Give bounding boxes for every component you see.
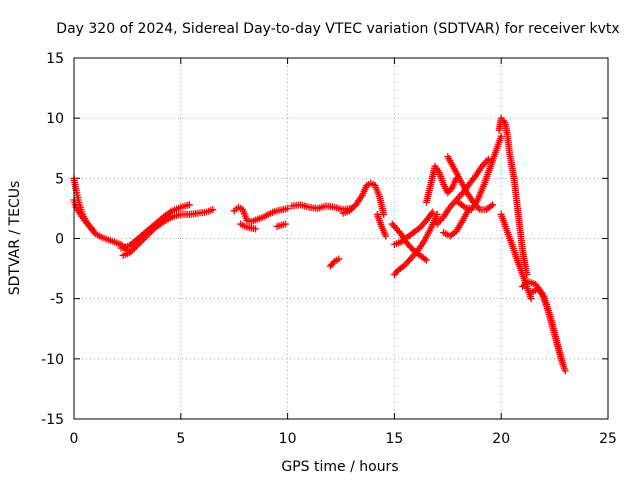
data-point-fill: [414, 225, 422, 233]
data-point-fill: [487, 202, 495, 210]
data-point-fill: [447, 186, 455, 194]
data-point: [489, 201, 497, 209]
data-point-fill: [88, 224, 96, 232]
y-tick-label: 5: [55, 171, 64, 187]
data-point-fill: [459, 202, 467, 210]
data-point: [465, 204, 473, 212]
series-mid-5: [326, 255, 343, 270]
series-rise-2: [117, 201, 193, 252]
data-point: [497, 132, 505, 140]
series-climb-5: [440, 204, 473, 240]
chart-title: Day 320 of 2024, Sidereal Day-to-day VTE…: [56, 21, 619, 37]
y-tick-label: 0: [55, 232, 64, 248]
x-axis-label: GPS time / hours: [281, 459, 398, 475]
data-point: [335, 255, 343, 263]
plot-frame: [73, 57, 609, 420]
y-tick-label: 10: [46, 111, 64, 127]
x-tick-label: 5: [176, 431, 185, 447]
data-point-fill: [329, 259, 337, 267]
data-point: [527, 295, 535, 303]
data-point: [89, 226, 97, 234]
data-point: [284, 204, 292, 212]
data-point: [382, 232, 390, 240]
x-tick-label: 10: [279, 431, 297, 447]
data-points: [70, 114, 569, 375]
axis-ticks: 0 5 10 15 20 25 -15 -10 -5 0 5 10 15: [41, 51, 617, 447]
series-mid-1: [230, 203, 292, 226]
data-point: [185, 201, 193, 209]
data-point: [252, 225, 260, 233]
series-peak: [495, 114, 531, 279]
y-axis-label: SDTVAR / TECUs: [7, 181, 23, 296]
series-dip-3: [390, 208, 437, 249]
y-tick-label: -15: [41, 412, 64, 428]
series-mid-3: [273, 220, 289, 230]
y-tick-label: -10: [41, 352, 64, 368]
series-fall-3: [527, 285, 567, 369]
data-point: [209, 206, 217, 214]
x-tick-label: 15: [385, 431, 403, 447]
series-climb-4: [454, 132, 505, 214]
data-point: [380, 210, 388, 218]
data-point: [433, 210, 441, 218]
data-point-fill: [399, 262, 407, 270]
data-point: [346, 207, 354, 215]
x-tick-label: 25: [599, 431, 617, 447]
data-point: [422, 256, 430, 264]
series-hump: [339, 179, 388, 218]
series-climb-1: [422, 162, 460, 206]
data-point: [484, 155, 492, 163]
y-tick-label: -5: [50, 292, 64, 308]
series-rise-1: [119, 206, 217, 259]
x-tick-label: 0: [70, 431, 79, 447]
series-mid-2: [237, 220, 260, 233]
data-point: [429, 208, 437, 216]
data-point: [561, 367, 569, 375]
data-point-fill: [347, 205, 355, 213]
data-point: [281, 220, 289, 228]
data-point-fill: [421, 255, 429, 263]
data-point-fill: [349, 204, 357, 212]
y-tick-label: 15: [46, 51, 64, 67]
data-point: [559, 361, 567, 369]
x-tick-label: 20: [492, 431, 510, 447]
series-early-pass-b: [70, 196, 97, 234]
series-hump-tail: [373, 210, 390, 240]
